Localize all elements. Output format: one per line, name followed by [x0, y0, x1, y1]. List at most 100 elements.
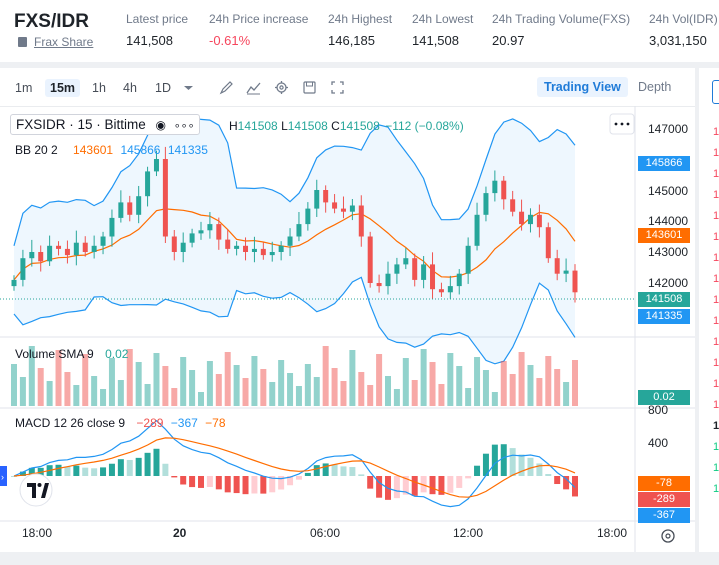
macd-hist-bar — [11, 476, 17, 477]
order-book-price[interactable]: 1 — [713, 378, 719, 390]
macd-hist-bar — [349, 467, 356, 476]
pencil-icon[interactable] — [219, 80, 234, 95]
coin-name[interactable]: Frax Share — [34, 35, 94, 49]
eye-icon[interactable]: ◉ — [155, 118, 167, 132]
collapse-handle[interactable] — [0, 466, 7, 486]
ohlc-legend: H141508 L141508 C141508 −112 (−0.08%) — [229, 119, 464, 133]
order-book-price[interactable]: 1 — [713, 462, 719, 474]
macd-hist-bar — [108, 463, 115, 476]
chart-panel: 1m 15m 1h 4h 1D Trading View Depth 14700… — [0, 68, 695, 552]
order-book-price[interactable]: 1 — [713, 126, 719, 138]
volume-bar — [55, 350, 62, 406]
time-axis-label: 18:00 — [597, 526, 627, 540]
stat-label: 24h Price increase — [209, 12, 309, 26]
candle-body — [358, 205, 364, 237]
stat-latest-price: Latest price 141,508 — [126, 12, 188, 48]
volume-label: Volume SMA 9 — [15, 347, 94, 361]
timeframe-1d[interactable]: 1D — [155, 81, 171, 95]
volume-bar — [108, 358, 115, 406]
volume-bar — [180, 357, 187, 406]
order-book-price[interactable]: 1 — [713, 231, 719, 243]
more-icon[interactable]: ∘∘∘ — [173, 120, 195, 132]
volume-bar — [376, 354, 383, 406]
timeframe-15m[interactable]: 15m — [45, 79, 81, 97]
depth-button[interactable]: Depth — [638, 80, 672, 94]
order-book-price[interactable]: 1 — [713, 336, 719, 348]
order-book-price[interactable]: 1 — [713, 273, 719, 285]
macd-hist-tag: -78 — [638, 476, 690, 491]
volume-tag: 0.02 — [638, 390, 690, 405]
trading-view-button[interactable]: Trading View — [537, 77, 628, 97]
time-axis-label: 12:00 — [453, 526, 483, 540]
macd-hist-bar — [55, 464, 62, 476]
macd-hist-bar — [500, 444, 507, 476]
volume-bar — [411, 380, 418, 406]
volume-bar — [162, 366, 169, 406]
timeframe-1m[interactable]: 1m — [15, 81, 33, 95]
price-axis-label: 143000 — [648, 245, 688, 259]
coin-name-link[interactable]: Frax Share — [18, 35, 93, 49]
volume-bar — [251, 356, 258, 406]
symbol-label[interactable]: FXSIDR · 15 · Bittime — [16, 117, 146, 132]
volume-bar — [242, 378, 249, 406]
more-options-button[interactable] — [609, 113, 635, 135]
volume-bar — [189, 370, 196, 406]
order-book-price[interactable]: 1 — [713, 420, 719, 432]
symbol-legend[interactable]: FXSIDR · 15 · Bittime ◉ ∘∘∘ — [10, 114, 201, 135]
fullscreen-icon[interactable] — [330, 80, 345, 95]
macd-hist-bar — [572, 476, 578, 497]
order-book-price[interactable]: 1 — [713, 147, 719, 159]
order-book-price[interactable]: 1 — [713, 483, 719, 495]
price-chart[interactable]: 147000 145000 144000 143000 142000 800 4… — [0, 106, 695, 552]
volume-bar — [393, 389, 400, 406]
volume-bar — [456, 366, 463, 406]
order-book-price[interactable]: 1 — [713, 315, 719, 327]
order-book-price[interactable]: 1 — [713, 399, 719, 411]
candle-body — [536, 214, 542, 228]
volume-bar — [429, 362, 436, 406]
candle-body — [29, 252, 35, 259]
macd-hist-bar — [82, 467, 89, 476]
chevron-right-icon[interactable]: › — [1, 472, 4, 482]
candle-body — [421, 264, 427, 280]
timeframe-4h[interactable]: 4h — [123, 81, 137, 95]
macd-signal: −367 — [170, 416, 198, 430]
volume-bar — [322, 346, 329, 406]
order-book-price[interactable]: 1 — [713, 168, 719, 180]
candle-body — [403, 258, 409, 265]
macd-hist-bar — [153, 448, 160, 476]
chart-settings-icon[interactable] — [661, 529, 675, 543]
order-book-price[interactable]: 1 — [713, 294, 719, 306]
order-book-price[interactable]: 1 — [713, 441, 719, 453]
ohlc-l: 141508 — [287, 119, 328, 133]
gear-icon[interactable] — [274, 80, 289, 95]
candle-body — [305, 208, 311, 225]
macd-hist-bar — [206, 476, 213, 487]
stat-value: 20.97 — [492, 33, 525, 48]
bb-upper: 145866 — [120, 143, 161, 157]
macd-hist-bar — [242, 476, 249, 495]
document-icon — [18, 37, 27, 47]
panel-button[interactable] — [712, 80, 719, 104]
volume-bar — [46, 381, 53, 406]
save-icon[interactable] — [302, 80, 317, 95]
candle-body — [20, 258, 26, 280]
macd-hist-bar — [304, 472, 311, 476]
macd-hist-bar — [358, 474, 365, 476]
order-book-price[interactable]: 1 — [713, 189, 719, 201]
volume-bar — [100, 389, 107, 406]
chevron-down-icon[interactable] — [181, 80, 196, 95]
order-book-price[interactable]: 1 — [713, 210, 719, 222]
candle-body — [216, 224, 222, 240]
order-book-price[interactable]: 1 — [713, 357, 719, 369]
volume-bar — [198, 392, 204, 406]
volume-bar — [135, 362, 142, 406]
order-book-price[interactable]: 1 — [713, 252, 719, 264]
bb-basis: 143601 — [73, 143, 114, 157]
volume-bar — [482, 370, 489, 406]
stat-volume-fxs: 24h Trading Volume(FXS) 20.97 — [492, 12, 630, 48]
bb-upper-tag: 145866 — [638, 156, 690, 171]
indicator-icon[interactable] — [246, 80, 261, 95]
timeframe-1h[interactable]: 1h — [92, 81, 106, 95]
time-axis-label: 18:00 — [22, 526, 52, 540]
